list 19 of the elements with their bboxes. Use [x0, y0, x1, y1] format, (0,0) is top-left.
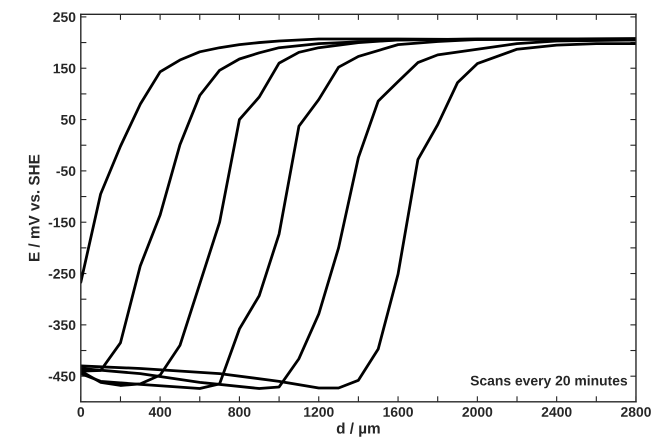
y-tick-label: -250 [48, 268, 76, 279]
y-tick-label: -150 [48, 218, 76, 228]
x-tick-label: 2000 [462, 407, 492, 417]
x-tick-label: 2800 [621, 407, 651, 417]
x-tick-label: 1200 [304, 407, 334, 417]
x-tick-label: 800 [228, 407, 250, 417]
y-tick-label: -350 [48, 320, 76, 330]
y-axis-title: E / mV vs. SHE [28, 154, 40, 261]
y-tick-label: 150 [54, 64, 76, 74]
x-tick-label: 1600 [383, 407, 413, 417]
y-tick-label: 50 [60, 114, 76, 125]
annotation: Scans every 20 minutes [470, 375, 628, 388]
x-axis-title: d / µm [336, 422, 380, 437]
x-tick-label: 0 [78, 407, 84, 417]
y-tick-label: -50 [56, 166, 76, 176]
x-tick-label: 400 [148, 407, 172, 417]
y-tick-label: 250 [53, 12, 76, 22]
x-tick-label: 2400 [542, 407, 572, 417]
y-tick-label: -450 [48, 372, 76, 382]
